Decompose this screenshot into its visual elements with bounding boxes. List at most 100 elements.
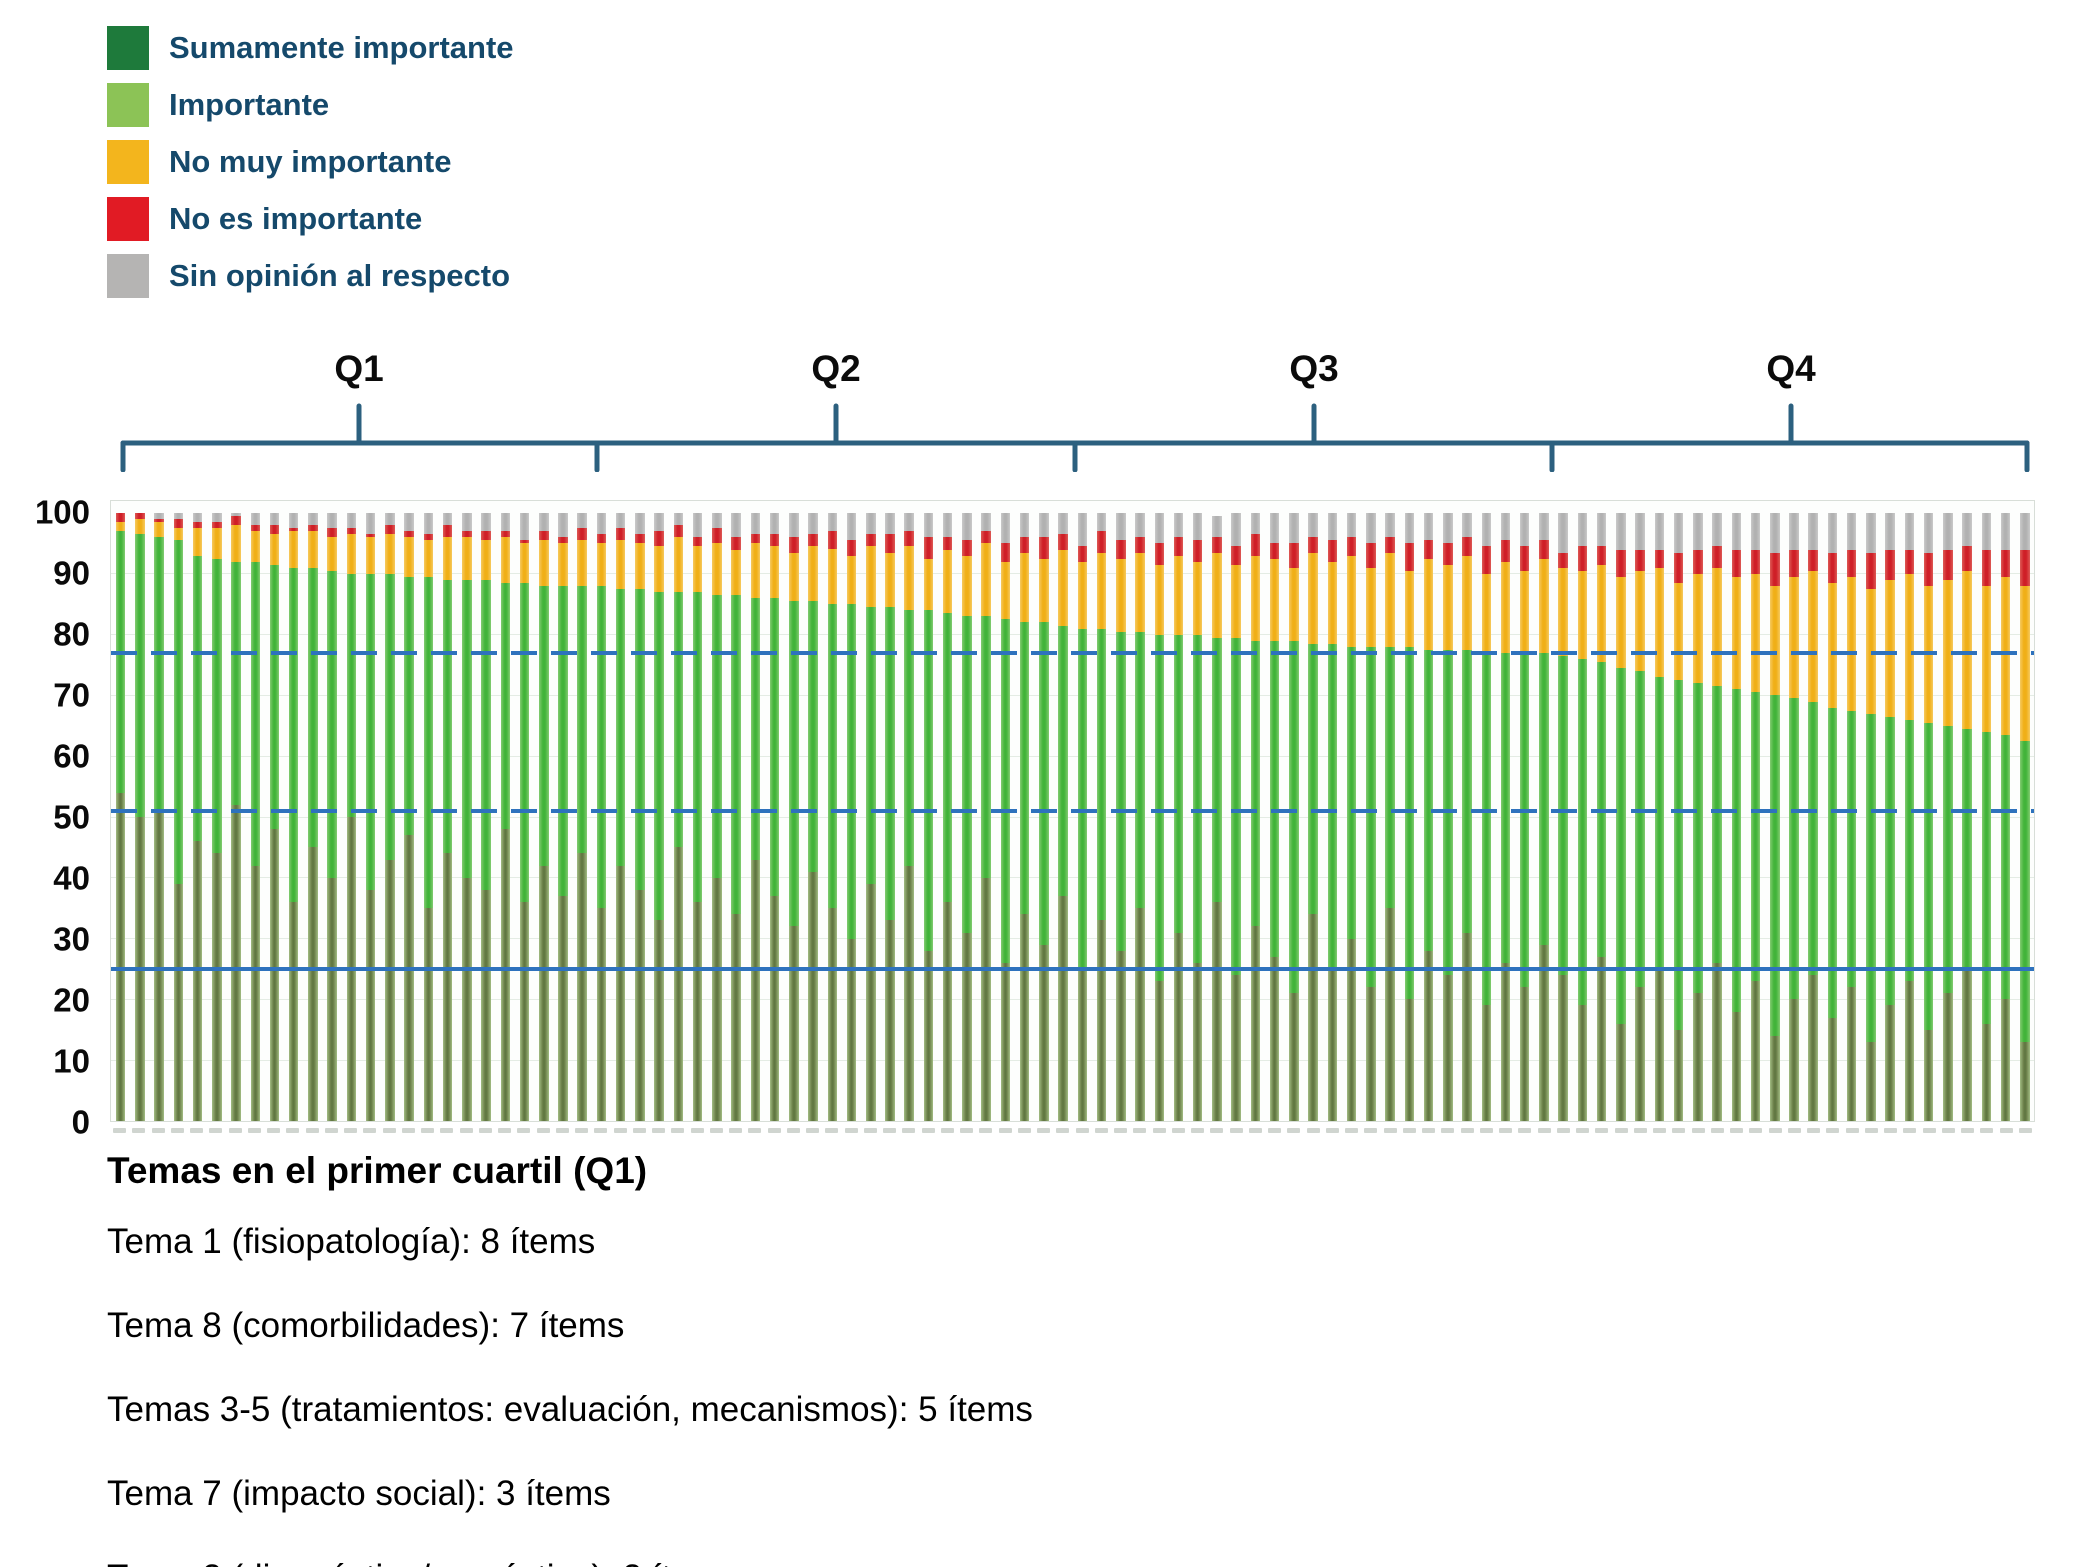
segment-sumamente-importante (1231, 975, 1241, 1121)
segment-sin-opini-n-al-respecto (212, 513, 222, 523)
bar-slot-63 (1304, 513, 1323, 1121)
segment-sumamente-importante (789, 926, 799, 1121)
segment-sin-opini-n-al-respecto (500, 513, 511, 532)
bar-slot-9 (265, 513, 284, 1121)
bar-slot-100 (2015, 513, 2034, 1121)
bar-slot-18 (438, 513, 457, 1121)
segment-importante (1616, 668, 1626, 1024)
segment-no-muy-importante (1885, 579, 1895, 717)
segment-sumamente-importante (346, 817, 357, 1121)
segment-sin-opini-n-al-respecto (1366, 513, 1376, 544)
bar-slot-95 (1919, 513, 1938, 1121)
segment-no-es-importante (1192, 540, 1203, 562)
segment-importante (500, 582, 511, 830)
legend-label: Sumamente importante (169, 30, 514, 65)
segment-no-es-importante (423, 534, 434, 541)
stacked-bar-90 (1827, 513, 1838, 1121)
x-tick-83 (1689, 1128, 1708, 1133)
stacked-bar-37 (808, 513, 818, 1121)
x-tick-34 (745, 1128, 764, 1133)
segment-no-muy-importante (481, 540, 491, 580)
segment-no-muy-importante (981, 543, 991, 617)
segment-sumamente-importante (1308, 914, 1318, 1121)
stacked-bar-74 (1519, 513, 1530, 1121)
segment-sin-opini-n-al-respecto (308, 513, 318, 526)
x-tick-66 (1361, 1128, 1380, 1133)
segment-importante (1539, 652, 1549, 945)
x-tick-71 (1458, 1128, 1477, 1133)
segment-sin-opini-n-al-respecto (1962, 513, 1972, 547)
segment-sumamente-importante (135, 817, 145, 1121)
x-tick-49 (1034, 1128, 1053, 1133)
segment-no-muy-importante (2020, 585, 2030, 742)
segment-sumamente-importante (904, 865, 914, 1121)
segment-sumamente-importante (385, 859, 395, 1121)
stacked-bar-22 (519, 513, 530, 1121)
bar-slot-7 (226, 513, 245, 1121)
stacked-bar-33 (731, 513, 741, 1121)
segment-sin-opini-n-al-respecto (769, 513, 780, 535)
segment-sin-opini-n-al-respecto (442, 513, 453, 526)
x-tick-97 (1958, 1128, 1977, 1133)
bar-slot-67 (1380, 513, 1399, 1121)
bar-slot-31 (688, 513, 707, 1121)
segment-importante (1962, 728, 1972, 969)
segment-sumamente-importante (1923, 1029, 1934, 1121)
segment-sumamente-importante (519, 902, 530, 1121)
segment-no-muy-importante (1096, 552, 1107, 629)
segment-no-es-importante (1269, 543, 1280, 559)
x-tick-95 (1920, 1128, 1939, 1133)
legend-swatch-dark-green (107, 26, 149, 70)
segment-no-es-importante (154, 519, 164, 523)
segment-no-es-importante (1404, 543, 1415, 571)
segment-sin-opini-n-al-respecto (519, 513, 530, 541)
segment-no-es-importante (2000, 549, 2011, 577)
segment-no-muy-importante (1904, 573, 1915, 720)
segment-importante (1866, 713, 1876, 1042)
segment-no-muy-importante (808, 546, 818, 602)
segment-sumamente-importante (423, 908, 434, 1121)
segment-importante (1250, 640, 1261, 927)
segment-no-es-importante (1481, 546, 1491, 574)
segment-sumamente-importante (1077, 969, 1088, 1121)
segment-importante (1923, 722, 1934, 1030)
bar-slot-97 (1958, 513, 1977, 1121)
x-tick-37 (803, 1128, 822, 1133)
segment-importante (481, 579, 491, 890)
segment-sumamente-importante (404, 835, 414, 1121)
segment-sumamente-importante (154, 810, 164, 1121)
stacked-bar-97 (1962, 513, 1972, 1121)
bar-slot-71 (1457, 513, 1476, 1121)
x-tick-29 (649, 1128, 668, 1133)
stacked-bars (111, 513, 2034, 1121)
x-tick-72 (1477, 1128, 1496, 1133)
segment-no-es-importante (308, 525, 318, 532)
stacked-bar-62 (1289, 513, 1299, 1121)
segment-no-muy-importante (1808, 570, 1818, 702)
segment-sin-opini-n-al-respecto (539, 513, 549, 532)
x-tick-51 (1073, 1128, 1092, 1133)
x-tick-65 (1342, 1128, 1361, 1133)
segment-no-es-importante (404, 531, 414, 538)
bar-slot-62 (1284, 513, 1303, 1121)
stacked-bar-93 (1885, 513, 1895, 1121)
stacked-bar-65 (1346, 513, 1357, 1121)
x-tick-3 (149, 1128, 168, 1133)
segment-sumamente-importante (1596, 956, 1607, 1121)
segment-importante (654, 592, 664, 921)
y-tick-label-70: 70 (53, 676, 90, 714)
y-tick-label-30: 30 (53, 920, 90, 958)
segment-sin-opini-n-al-respecto (1231, 513, 1241, 547)
legend-swatch-gray (107, 254, 149, 298)
segment-no-es-importante (1250, 534, 1261, 556)
segment-no-muy-importante (1558, 567, 1568, 656)
segment-no-es-importante (346, 528, 357, 535)
segment-sin-opini-n-al-respecto (404, 513, 414, 532)
x-tick-8 (245, 1128, 264, 1133)
segment-no-es-importante (1923, 552, 1934, 586)
segment-no-es-importante (1962, 546, 1972, 571)
segment-importante (1289, 640, 1299, 994)
bar-slot-24 (553, 513, 572, 1121)
stacked-bar-70 (1443, 513, 1453, 1121)
segment-no-es-importante (500, 531, 511, 538)
